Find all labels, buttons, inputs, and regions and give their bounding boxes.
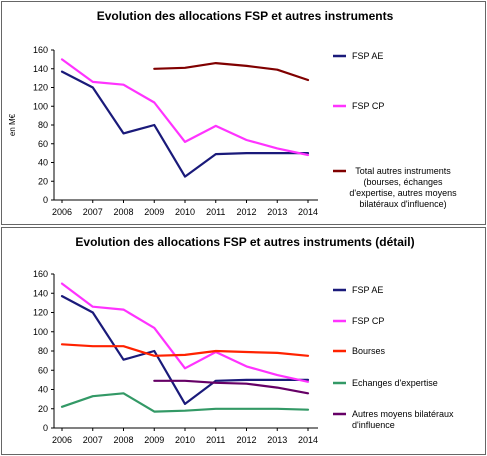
- y-tick-label: 120: [33, 83, 48, 93]
- y-tick-label: 40: [38, 385, 48, 395]
- x-tick-label: 2008: [113, 435, 133, 445]
- y-tick-label: 20: [38, 404, 48, 414]
- x-tick-label: 2010: [175, 435, 195, 445]
- x-tick-label: 2014: [298, 207, 318, 217]
- chart-title: Evolution des allocations FSP et autres …: [75, 235, 414, 249]
- y-tick-label: 60: [38, 139, 48, 149]
- series-line-bourses: [60, 343, 310, 357]
- x-tick-label: 2006: [52, 207, 72, 217]
- chart-panel-detail: Evolution des allocations FSP et autres …: [1, 227, 486, 455]
- series-line-total-autres-instruments-bourses-echange: [153, 61, 310, 82]
- chart-title: Evolution des allocations FSP et autres …: [97, 9, 394, 23]
- x-tick-label: 2012: [236, 435, 256, 445]
- y-tick-label: 60: [38, 365, 48, 375]
- y-tick-label: 140: [33, 288, 48, 298]
- y-tick-label: 100: [33, 327, 48, 337]
- y-tick-label: 80: [38, 346, 48, 356]
- y-axis-label: en M€: [8, 113, 17, 136]
- y-tick-label: 80: [38, 120, 48, 130]
- legend-entry-bourses: Bourses: [352, 346, 386, 356]
- y-tick-label: 140: [33, 64, 48, 74]
- x-tick-label: 2013: [267, 435, 287, 445]
- y-tick-label: 100: [33, 101, 48, 111]
- y-tick-label: 160: [33, 269, 48, 279]
- chart-panel-overview: Evolution des allocations FSP et autres …: [1, 1, 486, 225]
- x-tick-label: 2008: [113, 207, 133, 217]
- series-line-fsp-cp: [60, 58, 310, 157]
- legend-entry-fsp-cp: FSP CP: [352, 316, 384, 326]
- x-tick-label: 2011: [206, 207, 225, 217]
- series-line-echanges-d-expertise: [60, 392, 310, 413]
- x-tick-label: 2013: [267, 207, 287, 217]
- x-tick-label: 2011: [206, 435, 225, 445]
- series-line-fsp-cp: [60, 282, 310, 383]
- x-tick-label: 2007: [83, 207, 103, 217]
- y-tick-label: 160: [33, 45, 48, 55]
- y-tick-label: 0: [43, 195, 48, 205]
- x-tick-label: 2007: [83, 435, 103, 445]
- x-tick-label: 2009: [144, 207, 164, 217]
- chart-detail: Evolution des allocations FSP et autres …: [33, 235, 454, 445]
- x-tick-label: 2014: [298, 435, 318, 445]
- y-tick-label: 0: [43, 423, 48, 433]
- series-line-fsp-ae: [60, 70, 310, 178]
- x-tick-label: 2006: [52, 435, 72, 445]
- x-tick-label: 2010: [175, 207, 195, 217]
- chart-overview: Evolution des allocations FSP et autres …: [8, 9, 457, 217]
- series-line-autres-moyens-bilateraux-d-influence: [153, 379, 310, 395]
- legend-entry-echanges-d-expertise: Echanges d'expertise: [352, 378, 438, 388]
- x-tick-label: 2012: [236, 207, 256, 217]
- y-tick-label: 120: [33, 308, 48, 318]
- legend-entry-fsp-cp: FSP CP: [352, 101, 384, 111]
- legend-entry-fsp-ae: FSP AE: [352, 51, 383, 61]
- legend-entry-fsp-ae: FSP AE: [352, 285, 383, 295]
- x-tick-label: 2009: [144, 435, 164, 445]
- y-tick-label: 40: [38, 158, 48, 168]
- legend-entry-autres-moyens-bilateraux-d-influence: Autres moyens bilatéraux d'influence: [352, 409, 454, 430]
- y-tick-label: 20: [38, 176, 48, 186]
- legend-entry-total-autres-instruments-bourses-echange: Total autres instruments (bourses, échang…: [349, 166, 457, 209]
- series-line-fsp-ae: [60, 294, 310, 405]
